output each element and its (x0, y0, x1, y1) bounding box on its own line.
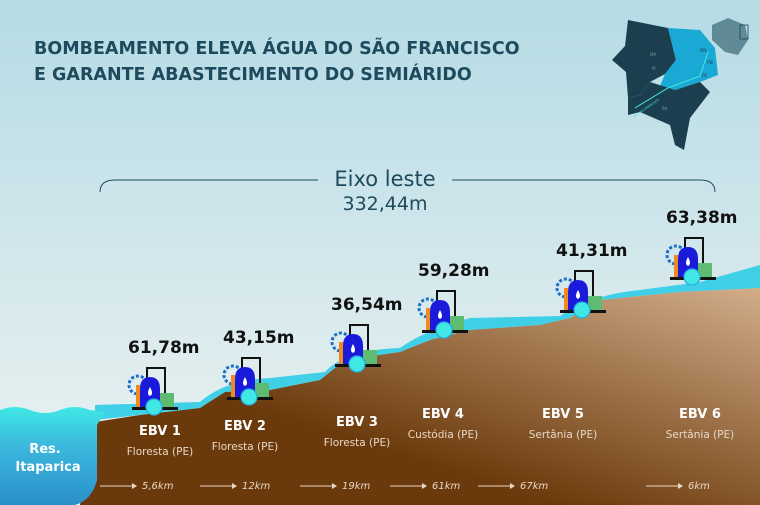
station-name: EBV 3 (336, 415, 378, 430)
elevation-label: 59,28m (418, 261, 490, 281)
label-pi: PI (652, 66, 656, 71)
pump-station-5: 41,31m EBV 5 Sertânia (PE) (529, 241, 628, 441)
distance-label: 67km (520, 481, 549, 492)
pump-circle (240, 388, 258, 406)
arrow-head-icon (132, 483, 137, 489)
pump-station-6: 63,38m EBV 6 Sertânia (PE) (665, 208, 738, 441)
distance-label: 12km (242, 481, 271, 492)
station-name: EBV 6 (679, 407, 721, 422)
axis-bracket (99, 179, 716, 193)
ladder-icon (674, 255, 678, 277)
northeast-map: MA PI RN PB PE BA RIO SÃO FRANCISCO (612, 18, 749, 150)
pump-circle (435, 321, 453, 339)
label-pe: PE (702, 73, 708, 79)
elevation-label: 43,15m (223, 328, 295, 348)
distance-arrow: 6km (646, 481, 710, 492)
arrow-head-icon (510, 483, 515, 489)
distance-arrow: 5,6km (100, 481, 174, 492)
ladder-icon (136, 385, 140, 407)
title-line-1: BOMBEAMENTO ELEVA ÁGUA DO SÃO FRANCISCO (34, 36, 520, 59)
distance-label: 61km (432, 481, 461, 492)
building-icon (363, 350, 377, 366)
station-city: Floresta (PE) (212, 441, 278, 453)
building-icon (698, 263, 712, 279)
arrow-head-icon (232, 483, 237, 489)
station-city: Floresta (PE) (324, 437, 390, 449)
water-drop-icon (351, 344, 355, 353)
pump-circle (683, 268, 701, 286)
distance-arrow: 67km (478, 481, 549, 492)
elevation-label: 41,31m (556, 241, 628, 261)
ladder-icon (564, 288, 568, 310)
station-name: EBV 1 (139, 424, 181, 439)
label-ma: MA (650, 52, 656, 57)
total-elevation: 332,44m (343, 193, 428, 215)
building-icon (255, 383, 269, 399)
building-icon (160, 393, 174, 409)
water-drop-icon (243, 377, 247, 386)
reservoir-itaparica (0, 407, 105, 505)
pump-station-4: 59,28m EBV 4 Custódia (PE) (408, 261, 490, 441)
water-drop-icon (686, 257, 690, 266)
state-ba (628, 82, 710, 150)
ladder-icon (231, 375, 235, 397)
pump-station-2: 43,15m EBV 2 Floresta (PE) (212, 328, 295, 453)
label-pb: PB (707, 60, 713, 66)
station-city: Floresta (PE) (127, 446, 193, 458)
state-highlight (660, 28, 718, 90)
label-ba: BA (662, 106, 668, 111)
building-icon (450, 316, 464, 332)
ladder-icon (426, 308, 430, 330)
elevation-label: 63,38m (666, 208, 738, 228)
distance-label: 5,6km (142, 481, 174, 492)
station-name: EBV 4 (422, 407, 464, 422)
reservoir-label-2: Itaparica (15, 460, 80, 475)
station-city: Custódia (PE) (408, 429, 479, 441)
station-name: EBV 5 (542, 407, 584, 422)
arrow-head-icon (422, 483, 427, 489)
reservoir-label-1: Res. (29, 442, 61, 457)
building-icon (588, 296, 602, 312)
station-city: Sertânia (PE) (666, 429, 735, 441)
pump-circle (145, 398, 163, 416)
ladder-icon (339, 342, 343, 364)
brazil-map (712, 18, 748, 55)
axis-name: Eixo leste (334, 167, 435, 191)
distance-arrow: 12km (200, 481, 271, 492)
pump-station-1: 61,78m EBV 1 Floresta (PE) (127, 338, 200, 458)
arrow-head-icon (332, 483, 337, 489)
water-drop-icon (576, 290, 580, 299)
river-line (634, 51, 709, 109)
station-city: Sertânia (PE) (529, 429, 598, 441)
station-name: EBV 2 (224, 419, 266, 434)
state-ma (612, 20, 676, 98)
terrain (80, 288, 760, 505)
pump-circle (573, 301, 591, 319)
brazil-highlight-box (739, 24, 749, 40)
distance-label: 19km (342, 481, 371, 492)
distance-label: 6km (688, 481, 710, 492)
elevation-label: 36,54m (331, 295, 403, 315)
distance-arrow: 19km (300, 481, 371, 492)
pump-station-3: 36,54m EBV 3 Floresta (PE) (324, 295, 403, 449)
water-drop-icon (148, 387, 152, 396)
title-line-2: E GARANTE ABASTECIMENTO DO SEMIÁRIDO (34, 63, 472, 85)
elevation-label: 61,78m (128, 338, 200, 358)
arrow-head-icon (678, 483, 683, 489)
pump-circle (348, 355, 366, 373)
distance-arrow: 61km (390, 481, 461, 492)
water-drop-icon (438, 310, 442, 319)
label-rn: RN (700, 48, 707, 54)
